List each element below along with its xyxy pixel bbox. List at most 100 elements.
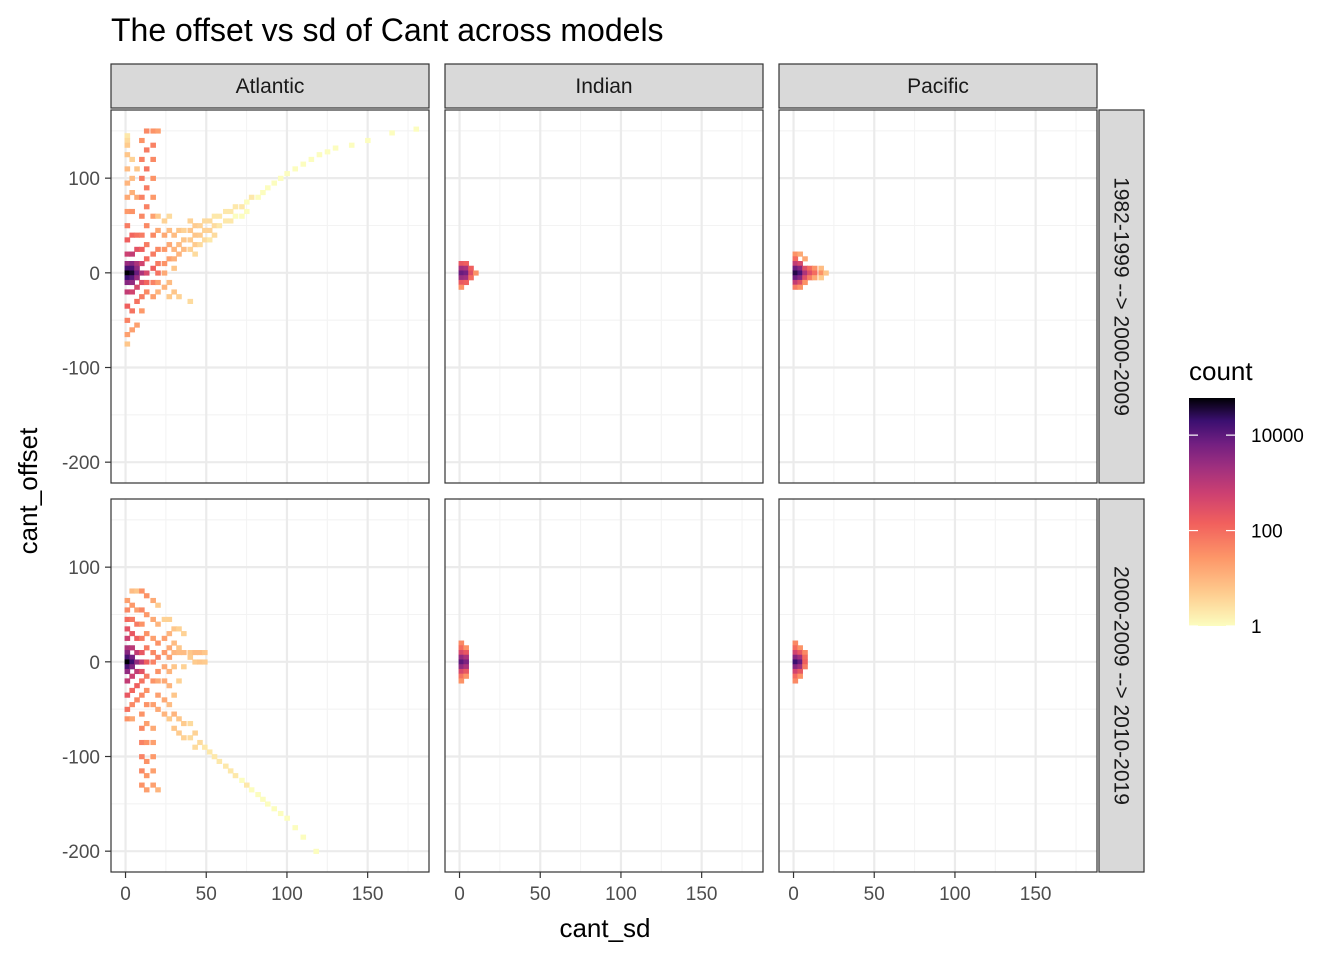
x-tick-label: 0	[454, 884, 465, 905]
heatmap-bin	[284, 171, 290, 177]
heatmap-bin	[802, 275, 808, 281]
heatmap-bin	[139, 668, 145, 675]
heatmap-bin	[143, 289, 150, 295]
heatmap-bin	[129, 654, 135, 660]
heatmap-bin	[124, 668, 131, 675]
heatmap-bin	[463, 265, 469, 271]
heatmap-bin	[124, 692, 131, 698]
heatmap-bin	[202, 237, 208, 243]
heatmap-bin	[129, 232, 135, 238]
heatmap-bin	[134, 659, 140, 665]
heatmap-bin	[458, 654, 465, 660]
x-tick-label: 100	[605, 884, 637, 905]
heatmap-bin	[124, 626, 131, 632]
heatmap-bin	[244, 782, 250, 788]
column-strip-indian	[444, 63, 764, 109]
heatmap-bin	[124, 650, 131, 656]
heatmap-bin	[797, 275, 803, 281]
heatmap-bin	[802, 664, 808, 670]
heatmap-bin	[458, 668, 465, 675]
heatmap-bin	[468, 270, 474, 276]
heatmap-bin	[284, 815, 290, 821]
heatmap-bin	[161, 284, 168, 290]
heatmap-bin	[171, 664, 177, 670]
heatmap-bin	[181, 735, 187, 741]
heatmap-bin	[192, 251, 198, 257]
panel-border	[778, 498, 1098, 873]
heatmap-bin	[797, 673, 803, 679]
heatmap-bin	[818, 265, 824, 271]
heatmap-bin	[265, 801, 271, 807]
heatmap-bin	[129, 251, 135, 257]
x-tick-label: 0	[788, 884, 799, 905]
heatmap-bin	[463, 673, 469, 679]
heatmap-bin	[155, 270, 161, 276]
heatmap-bin	[463, 645, 469, 651]
heatmap-bin	[176, 227, 182, 233]
x-axis-title: cant_sd	[559, 913, 650, 943]
panel-atlantic-row2	[110, 498, 430, 873]
heatmap-bin	[797, 668, 803, 675]
heatmap-bin	[150, 597, 156, 604]
heatmap-bin	[197, 739, 203, 746]
heatmap-bin	[139, 725, 145, 731]
heatmap-bin	[150, 142, 156, 148]
heatmap-bin	[797, 279, 803, 286]
heatmap-bin	[792, 678, 799, 684]
heatmap-bin	[463, 261, 469, 267]
heatmap-bin	[143, 256, 150, 262]
heatmap-bin	[197, 223, 203, 229]
y-tick-label: -100	[62, 748, 100, 769]
heatmap-bin	[458, 678, 465, 684]
heatmap-bin	[124, 678, 131, 684]
heatmap-bin	[155, 289, 161, 295]
heatmap-bin	[792, 659, 799, 665]
heatmap-bin	[176, 251, 182, 257]
heatmap-bin	[818, 270, 824, 276]
heatmap-bin	[143, 242, 150, 248]
panel-border	[444, 498, 764, 873]
heatmap-bin	[797, 659, 803, 665]
heatmap-bin	[161, 218, 168, 224]
heatmap-bin	[797, 664, 803, 670]
heatmap-bin	[134, 668, 140, 675]
heatmap-bin	[292, 825, 299, 831]
heatmap-bin	[792, 256, 799, 262]
heatmap-bin	[124, 607, 131, 613]
panel-background	[445, 110, 763, 483]
heatmap-bin	[187, 227, 194, 233]
heatmap-bin	[150, 128, 156, 134]
chart-title: The offset vs sd of Cant across models	[111, 12, 664, 48]
panel-atlantic-row1	[110, 109, 430, 484]
heatmap-bin	[463, 664, 469, 670]
heatmap-bin	[150, 768, 156, 774]
y-tick-label: -100	[62, 359, 100, 380]
heatmap-bin	[139, 261, 145, 267]
heatmap-bin	[155, 261, 161, 267]
heatmap-bin	[171, 692, 177, 698]
heatmap-bin	[134, 166, 140, 172]
heatmap-bin	[271, 806, 278, 812]
y-tick-label: -200	[62, 842, 100, 863]
color-legend: count 1 100 10000	[1189, 356, 1304, 638]
heatmap-bin	[143, 673, 150, 679]
heatmap-bin	[155, 692, 161, 698]
heatmap-bin	[807, 270, 813, 276]
heatmap-bin	[797, 251, 803, 257]
heatmap-bin	[150, 265, 156, 271]
heatmap-bin	[134, 298, 140, 304]
heatmap-bin	[216, 223, 223, 229]
heatmap-bin	[797, 284, 803, 290]
heatmap-bin	[332, 145, 339, 151]
heatmap-bin	[187, 218, 194, 224]
heatmap-bin	[134, 588, 140, 594]
heatmap-bin	[166, 294, 173, 300]
heatmap-bin	[150, 251, 156, 257]
heatmap-bin	[463, 650, 469, 656]
heatmap-bin	[202, 227, 208, 233]
heatmap-bin	[277, 175, 284, 181]
heatmap-bin	[308, 156, 315, 162]
x-tick-label: 100	[939, 884, 971, 905]
heatmap-bin	[124, 270, 131, 276]
heatmap-bin	[166, 242, 173, 248]
